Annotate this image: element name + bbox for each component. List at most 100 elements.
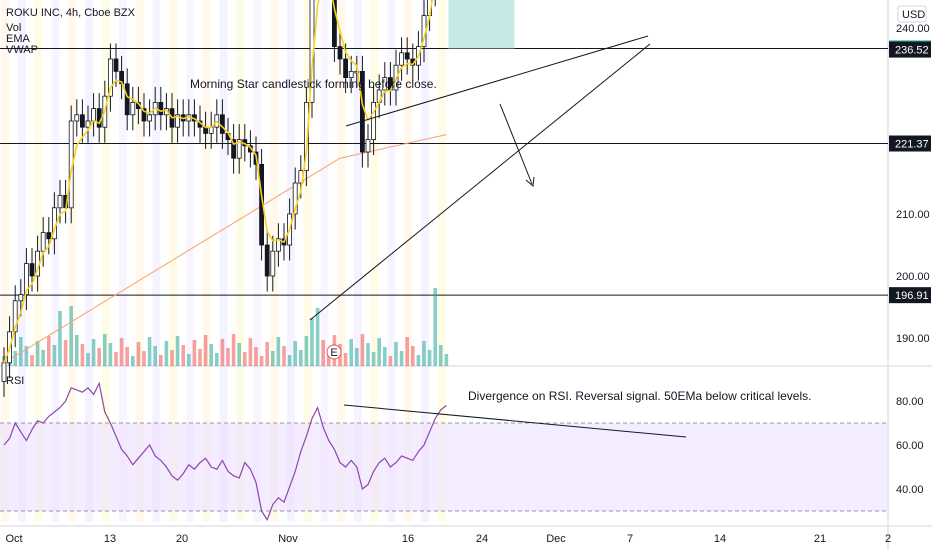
candle	[303, 102, 309, 171]
candle	[371, 102, 377, 141]
ema-line	[3, 0, 433, 364]
candle	[158, 102, 164, 116]
time-axis-tick: 2	[885, 533, 891, 545]
session-stripe	[303, 0, 312, 522]
session-stripe	[68, 0, 77, 522]
volume-bar	[237, 343, 241, 366]
price-axis-tick: 240.00	[896, 23, 930, 35]
session-stripe	[202, 0, 211, 522]
volume-bar	[271, 351, 275, 366]
candle	[331, 0, 337, 48]
time-axis-tick: 13	[104, 533, 116, 545]
price-tag	[889, 135, 931, 152]
volume-bar	[24, 346, 29, 366]
time-axis-tick: 14	[714, 533, 726, 545]
candle	[46, 232, 52, 240]
session-stripe	[354, 0, 362, 522]
candle	[404, 52, 410, 60]
candle	[141, 108, 147, 122]
volume-bar	[399, 351, 404, 366]
candle	[80, 114, 85, 128]
volume-bar	[349, 339, 353, 366]
currency-box	[897, 5, 927, 23]
volume-bar	[304, 336, 309, 366]
volume-bar	[299, 350, 303, 366]
volume-bar	[30, 355, 34, 366]
volume-bar	[131, 356, 135, 366]
rsi-divergence-line	[343, 404, 687, 438]
candle	[348, 71, 354, 79]
candle	[130, 102, 136, 116]
lower-trend-line	[309, 43, 651, 321]
volume-bar	[416, 355, 421, 366]
session-stripe	[404, 0, 413, 522]
candle	[18, 294, 24, 302]
volume-bar	[259, 356, 264, 366]
volume-bar	[203, 335, 208, 366]
volume-bar	[142, 351, 146, 366]
volume-bar	[254, 347, 258, 366]
candle	[275, 238, 281, 252]
time-axis-tick: 24	[476, 533, 488, 545]
price-annotation: Morning Star candlestick forming before …	[190, 77, 437, 91]
volume-bar	[75, 335, 79, 366]
candle	[40, 232, 46, 252]
volume-bar	[47, 336, 51, 366]
session-stripe	[85, 0, 94, 522]
volume-bar	[265, 342, 269, 366]
session-stripe	[421, 0, 430, 522]
volume-bar	[91, 339, 96, 366]
price-tag	[889, 287, 931, 304]
volume-bar	[366, 343, 370, 366]
volume-bar	[287, 355, 292, 366]
session-stripe	[51, 0, 60, 522]
price-axis-tick: 210.00	[896, 209, 930, 221]
volume-bar	[355, 348, 359, 366]
volume-bar	[321, 340, 325, 366]
volume-bar	[220, 339, 225, 366]
session-stripe	[18, 0, 26, 522]
session-stripe	[236, 0, 245, 522]
session-stripe	[1, 0, 10, 522]
upper-trend-line	[345, 35, 649, 127]
volume-bar	[19, 337, 23, 366]
candle	[124, 83, 130, 116]
earnings-marker	[326, 344, 342, 360]
candle	[23, 263, 29, 296]
volume-bar	[187, 354, 191, 366]
candle	[309, 0, 315, 103]
volume-bar	[35, 341, 40, 366]
time-axis-tick: 21	[814, 533, 826, 545]
volume-bar	[86, 353, 90, 366]
session-stripe	[370, 0, 379, 522]
time-axis-tick: Dec	[546, 533, 566, 545]
volume-bar	[136, 342, 141, 366]
volume-bar	[41, 350, 45, 366]
candle	[29, 263, 35, 277]
volume-bar	[282, 346, 286, 366]
rsi-axis-tick: 40.00	[896, 484, 924, 496]
candle	[354, 71, 360, 74]
volume-bar	[63, 340, 68, 366]
candle	[264, 244, 270, 277]
price-tag-label: 196.91	[895, 290, 929, 302]
session-stripe	[169, 0, 178, 522]
projection-arrow-head	[525, 176, 535, 187]
volume-bar	[433, 288, 437, 366]
rsi-axis-tick: 60.00	[896, 440, 924, 452]
volume-bar	[119, 338, 124, 366]
volume-bar	[209, 344, 213, 366]
volume-bar	[383, 347, 387, 366]
candle	[12, 300, 18, 333]
volume-bar	[327, 349, 331, 366]
session-stripe	[438, 0, 446, 522]
candle	[91, 108, 96, 122]
candle	[292, 182, 298, 215]
projection-arrow-line	[499, 103, 533, 185]
volume-bar	[52, 345, 57, 366]
volume-bar	[343, 353, 348, 366]
session-stripe	[253, 0, 262, 522]
volume-bar	[243, 352, 247, 366]
time-axis-tick: Nov	[278, 533, 298, 545]
